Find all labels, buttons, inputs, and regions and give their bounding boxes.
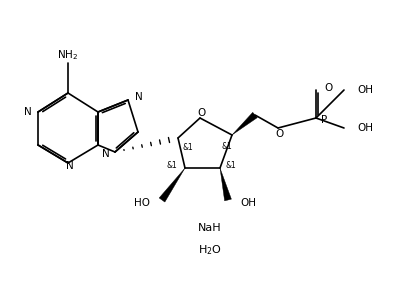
Polygon shape — [219, 168, 231, 201]
Text: N: N — [24, 107, 32, 117]
Text: &1: &1 — [221, 142, 232, 151]
Text: OH: OH — [356, 123, 372, 133]
Text: O: O — [197, 108, 206, 118]
Polygon shape — [231, 112, 257, 135]
Text: NH$_2$: NH$_2$ — [57, 48, 78, 62]
Text: P: P — [320, 115, 326, 125]
Text: OH: OH — [239, 198, 255, 208]
Text: NaH: NaH — [198, 223, 221, 233]
Polygon shape — [159, 168, 184, 202]
Text: H$_2$O: H$_2$O — [198, 243, 221, 257]
Text: &1: &1 — [182, 144, 193, 153]
Text: N: N — [135, 92, 142, 102]
Text: O: O — [275, 129, 284, 139]
Text: OH: OH — [356, 85, 372, 95]
Text: N: N — [102, 149, 110, 159]
Text: N: N — [66, 161, 74, 171]
Text: O: O — [323, 83, 331, 93]
Text: HO: HO — [134, 198, 150, 208]
Text: &1: &1 — [166, 162, 176, 171]
Text: &1: &1 — [225, 162, 236, 171]
